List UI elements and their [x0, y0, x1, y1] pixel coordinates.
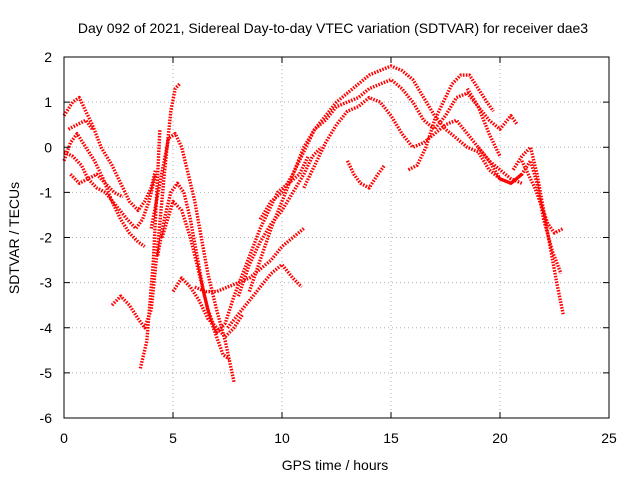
- y-tick-label: -5: [40, 365, 53, 381]
- x-tick-label: 10: [274, 430, 290, 446]
- y-tick-label: -2: [40, 230, 53, 246]
- series-track-23: [69, 172, 124, 199]
- series-track-14: [247, 64, 523, 293]
- grid-layer: [64, 57, 609, 418]
- x-axis-label: GPS time / hours: [282, 457, 389, 473]
- x-tick-label: 25: [601, 430, 617, 446]
- y-tick-label: -4: [40, 320, 53, 336]
- series-track-5: [110, 82, 181, 330]
- y-tick-label: 0: [44, 139, 52, 155]
- x-tick-label: 20: [492, 430, 508, 446]
- series-track-20: [476, 146, 563, 275]
- series-track-2: [62, 132, 146, 248]
- y-tick-label: 2: [44, 49, 52, 65]
- series-track-4: [67, 118, 94, 131]
- series-track-13: [236, 146, 323, 297]
- series-track-21: [511, 145, 565, 315]
- y-axis-label: SDTVAR / TECUs: [6, 182, 22, 294]
- series-track-18: [407, 73, 495, 172]
- series-track-10: [171, 276, 245, 339]
- y-tick-label: -1: [40, 184, 53, 200]
- tick-layer: 0 5 10 15 20 25 -6 -5 -4 -3 -2 -1 0 1 2: [40, 49, 617, 446]
- series-layer: [62, 64, 565, 383]
- x-tick-label: 15: [383, 430, 399, 446]
- x-tick-label: 5: [169, 430, 177, 446]
- series-track-7: [156, 181, 231, 361]
- y-tick-label: -6: [40, 410, 53, 426]
- y-tick-label: 1: [44, 94, 52, 110]
- series-track-15: [258, 77, 502, 221]
- series-track-6: [138, 129, 162, 369]
- series-track-17: [345, 160, 386, 190]
- y-tick-label: -3: [40, 275, 53, 291]
- series-track-11: [194, 227, 305, 294]
- series-track-9: [160, 155, 310, 334]
- series-track-19: [465, 87, 519, 131]
- series-track-16: [302, 95, 523, 189]
- series-track-12: [226, 262, 303, 329]
- chart-title: Day 092 of 2021, Sidereal Day-to-day VTE…: [78, 20, 588, 36]
- series-track-8: [149, 132, 236, 383]
- x-tick-label: 0: [60, 430, 68, 446]
- series-track-22: [520, 160, 564, 235]
- series-track-1: [62, 95, 158, 213]
